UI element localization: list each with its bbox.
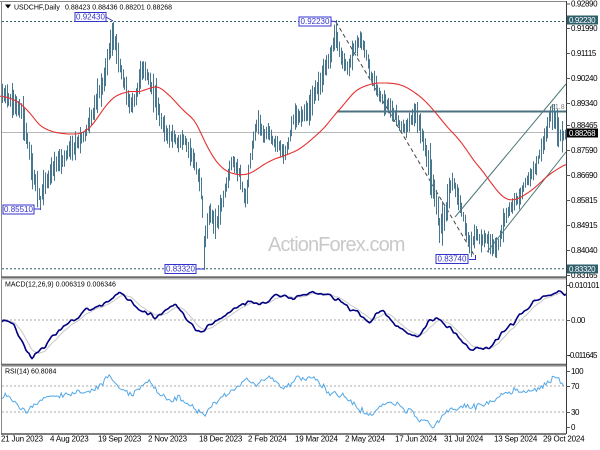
svg-text:2 Nov 2023: 2 Nov 2023 bbox=[148, 435, 188, 444]
svg-text:61.8: 61.8 bbox=[551, 104, 565, 111]
svg-text:0: 0 bbox=[571, 423, 576, 432]
svg-text:0.83320: 0.83320 bbox=[166, 265, 195, 274]
svg-text:0.89340: 0.89340 bbox=[571, 99, 598, 108]
svg-text:0.91115: 0.91115 bbox=[571, 49, 597, 58]
svg-text:13 Sep 2024: 13 Sep 2024 bbox=[494, 435, 538, 444]
svg-text:70: 70 bbox=[571, 382, 580, 391]
svg-text:17 Jun 2024: 17 Jun 2024 bbox=[395, 435, 438, 444]
svg-text:31 Jul 2024: 31 Jul 2024 bbox=[444, 435, 484, 444]
svg-text:30: 30 bbox=[571, 408, 580, 417]
svg-text:0.83165: 0.83165 bbox=[571, 271, 598, 280]
svg-text:-0.011645: -0.011645 bbox=[568, 351, 598, 360]
svg-text:19 Sep 2023: 19 Sep 2023 bbox=[98, 435, 142, 444]
svg-text:21 Jun 2023: 21 Jun 2023 bbox=[1, 435, 44, 444]
svg-text:0.92890: 0.92890 bbox=[571, 0, 598, 9]
svg-text:0.90240: 0.90240 bbox=[571, 74, 598, 83]
svg-text:18 Dec 2023: 18 Dec 2023 bbox=[199, 435, 243, 444]
svg-text:29 Oct 2024: 29 Oct 2024 bbox=[543, 435, 585, 444]
svg-text:0.88268: 0.88268 bbox=[569, 129, 596, 138]
svg-text:0.88423 0.88436 0.88201 0.8826: 0.88423 0.88436 0.88201 0.88268 bbox=[65, 5, 172, 12]
svg-text:100: 100 bbox=[571, 367, 584, 376]
svg-text:ActionForex.com: ActionForex.com bbox=[268, 234, 405, 256]
svg-text:0.85510: 0.85510 bbox=[4, 205, 33, 214]
svg-text:0.91990: 0.91990 bbox=[571, 24, 598, 33]
svg-text:0.88465: 0.88465 bbox=[571, 121, 598, 130]
svg-text:0.83320: 0.83320 bbox=[569, 265, 596, 274]
svg-text:0.87590: 0.87590 bbox=[571, 146, 598, 155]
svg-text:2 Feb 2024: 2 Feb 2024 bbox=[248, 435, 287, 444]
svg-text:0.010101: 0.010101 bbox=[569, 281, 600, 290]
svg-text:19 Mar 2024: 19 Mar 2024 bbox=[295, 435, 338, 444]
svg-text:4 Aug 2023: 4 Aug 2023 bbox=[50, 435, 89, 444]
svg-text:2 May 2024: 2 May 2024 bbox=[345, 435, 386, 444]
svg-text:0.86690: 0.86690 bbox=[571, 171, 598, 180]
svg-text:0.00: 0.00 bbox=[571, 316, 586, 325]
svg-text:0.92430: 0.92430 bbox=[76, 13, 105, 22]
svg-text:0.84915: 0.84915 bbox=[571, 221, 598, 230]
svg-text:0.84040: 0.84040 bbox=[571, 246, 598, 255]
svg-text:MACD(12,26,9) 0.006319 0.00634: MACD(12,26,9) 0.006319 0.006346 bbox=[5, 282, 116, 289]
svg-text:0.92230: 0.92230 bbox=[301, 17, 330, 26]
svg-text:0.83740: 0.83740 bbox=[438, 255, 467, 264]
svg-text:USDCHF,Daily: USDCHF,Daily bbox=[14, 5, 60, 12]
svg-text:0.85815: 0.85815 bbox=[571, 196, 598, 205]
svg-text:0.92230: 0.92230 bbox=[569, 16, 596, 25]
svg-text:RSI(14) 60.8084: RSI(14) 60.8084 bbox=[5, 369, 56, 376]
